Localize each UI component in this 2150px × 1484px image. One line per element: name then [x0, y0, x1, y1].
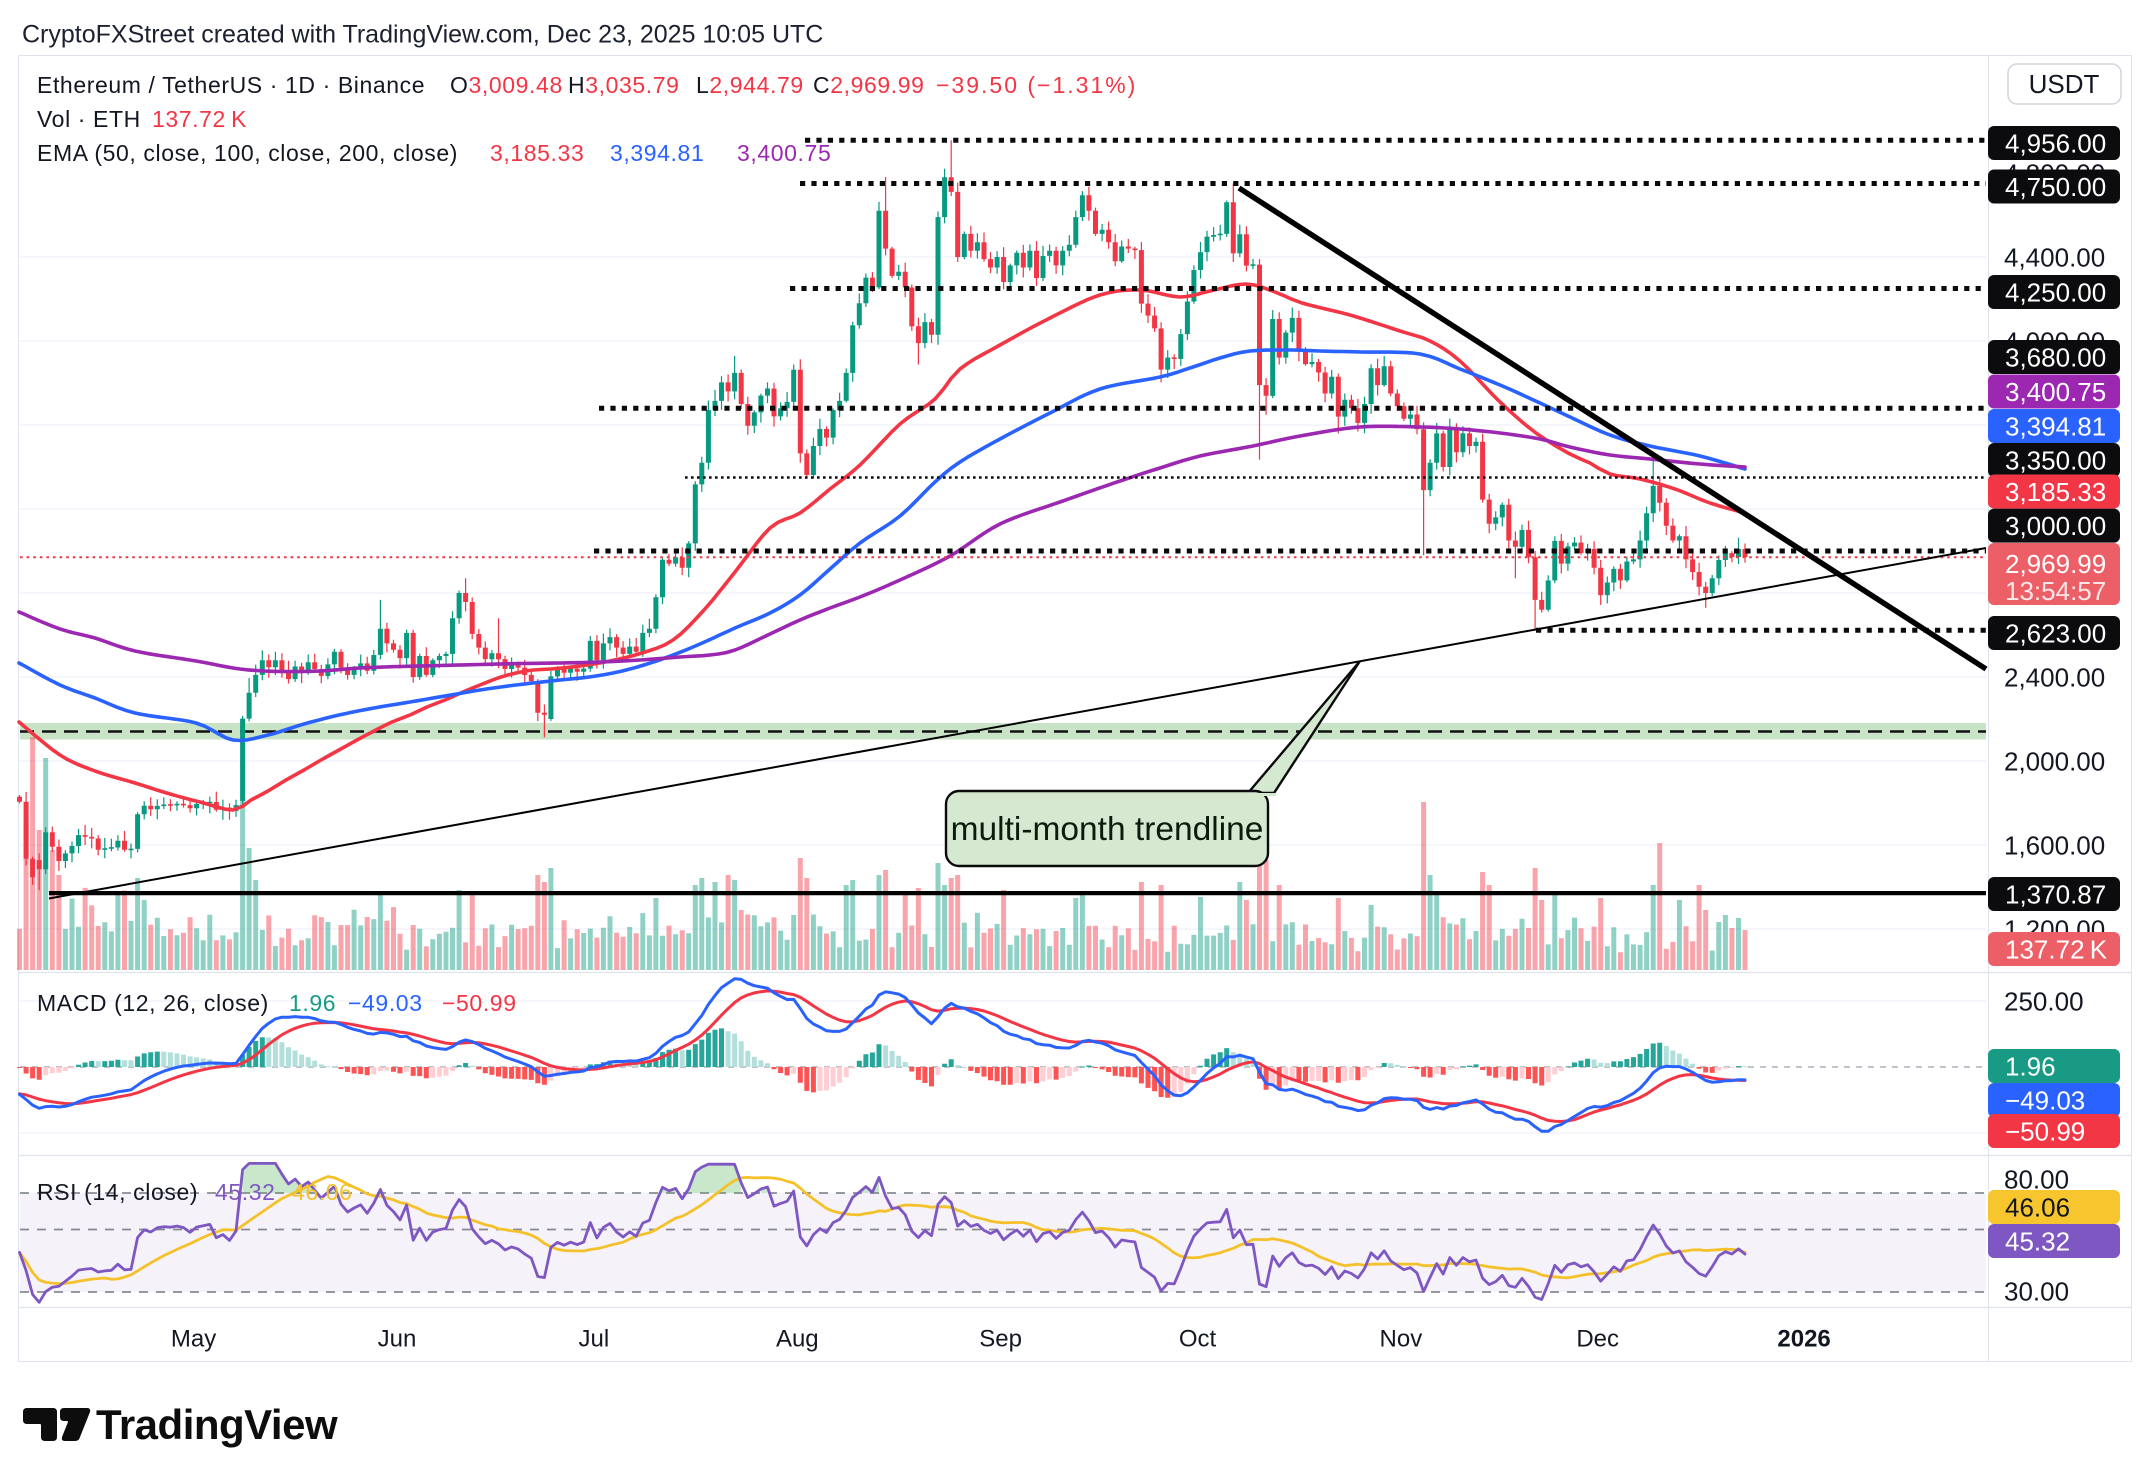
svg-text:1.96: 1.96: [289, 990, 336, 1016]
svg-text:Vol · ETH: Vol · ETH: [37, 106, 141, 132]
svg-text:O3,009.48: O3,009.48: [450, 72, 563, 98]
svg-text:30.00: 30.00: [2004, 1277, 2069, 1307]
svg-text:3,394.81: 3,394.81: [2005, 412, 2106, 442]
svg-text:Dec: Dec: [1576, 1326, 1619, 1353]
svg-text:Jun: Jun: [378, 1326, 417, 1353]
svg-text:−49.03: −49.03: [2005, 1086, 2085, 1116]
svg-text:TradingView: TradingView: [96, 1401, 338, 1448]
svg-text:C2,969.99: C2,969.99: [813, 72, 925, 98]
svg-text:3,680.00: 3,680.00: [2005, 343, 2106, 373]
svg-text:4,956.00: 4,956.00: [2005, 129, 2106, 159]
svg-text:2,623.00: 2,623.00: [2005, 619, 2106, 649]
svg-text:RSI (14, close): RSI (14, close): [37, 1179, 198, 1205]
svg-text:−50.99: −50.99: [2005, 1117, 2085, 1147]
svg-text:MACD (12, 26, close): MACD (12, 26, close): [37, 990, 269, 1016]
svg-text:45.32: 45.32: [215, 1179, 276, 1205]
svg-text:46.06: 46.06: [2005, 1193, 2070, 1223]
svg-text:2,969.99: 2,969.99: [2005, 549, 2106, 579]
svg-text:1.96: 1.96: [2005, 1052, 2056, 1082]
svg-text:USDT: USDT: [2029, 69, 2100, 99]
svg-text:4,750.00: 4,750.00: [2005, 172, 2106, 202]
svg-text:2,000.00: 2,000.00: [2004, 747, 2105, 777]
svg-text:4,400.00: 4,400.00: [2004, 243, 2105, 273]
svg-text:3,185.33: 3,185.33: [2005, 477, 2106, 507]
svg-text:Oct: Oct: [1179, 1326, 1217, 1353]
svg-text:3,350.00: 3,350.00: [2005, 446, 2106, 476]
svg-text:L2,944.79: L2,944.79: [696, 72, 804, 98]
svg-text:Sep: Sep: [979, 1326, 1022, 1353]
svg-text:3,400.75: 3,400.75: [2005, 377, 2106, 407]
svg-text:46.06: 46.06: [292, 1179, 353, 1205]
svg-text:3,394.81: 3,394.81: [610, 140, 704, 166]
svg-text:13:54:57: 13:54:57: [2005, 576, 2106, 606]
svg-text:Jul: Jul: [579, 1326, 610, 1353]
svg-text:−39.50 (−1.31%): −39.50 (−1.31%): [936, 72, 1137, 98]
svg-text:−49.03: −49.03: [348, 990, 423, 1016]
svg-text:Ethereum / TetherUS · 1D · Bin: Ethereum / TetherUS · 1D · Binance: [37, 72, 425, 98]
svg-text:2026: 2026: [1777, 1326, 1830, 1353]
svg-text:250.00: 250.00: [2004, 987, 2084, 1017]
svg-text:1,370.87: 1,370.87: [2005, 880, 2106, 910]
svg-text:137.72 K: 137.72 K: [152, 106, 247, 132]
svg-text:80.00: 80.00: [2004, 1165, 2069, 1195]
svg-text:3,185.33: 3,185.33: [490, 140, 584, 166]
svg-text:2,400.00: 2,400.00: [2004, 663, 2105, 693]
svg-text:CryptoFXStreet created with Tr: CryptoFXStreet created with TradingView.…: [22, 21, 823, 49]
svg-text:4,250.00: 4,250.00: [2005, 278, 2106, 308]
svg-text:Aug: Aug: [776, 1326, 819, 1353]
svg-text:1,600.00: 1,600.00: [2004, 831, 2105, 861]
svg-text:EMA (50, close, 100, close, 20: EMA (50, close, 100, close, 200, close): [37, 140, 458, 166]
svg-text:H3,035.79: H3,035.79: [568, 72, 680, 98]
svg-text:137.72 K: 137.72 K: [2005, 935, 2108, 965]
svg-text:45.32: 45.32: [2005, 1227, 2070, 1257]
svg-text:3,400.75: 3,400.75: [737, 140, 831, 166]
svg-text:May: May: [171, 1326, 216, 1353]
svg-text:3,000.00: 3,000.00: [2005, 511, 2106, 541]
svg-text:multi-month trendline: multi-month trendline: [951, 811, 1264, 848]
svg-text:Nov: Nov: [1380, 1326, 1423, 1353]
svg-text:−50.99: −50.99: [442, 990, 517, 1016]
